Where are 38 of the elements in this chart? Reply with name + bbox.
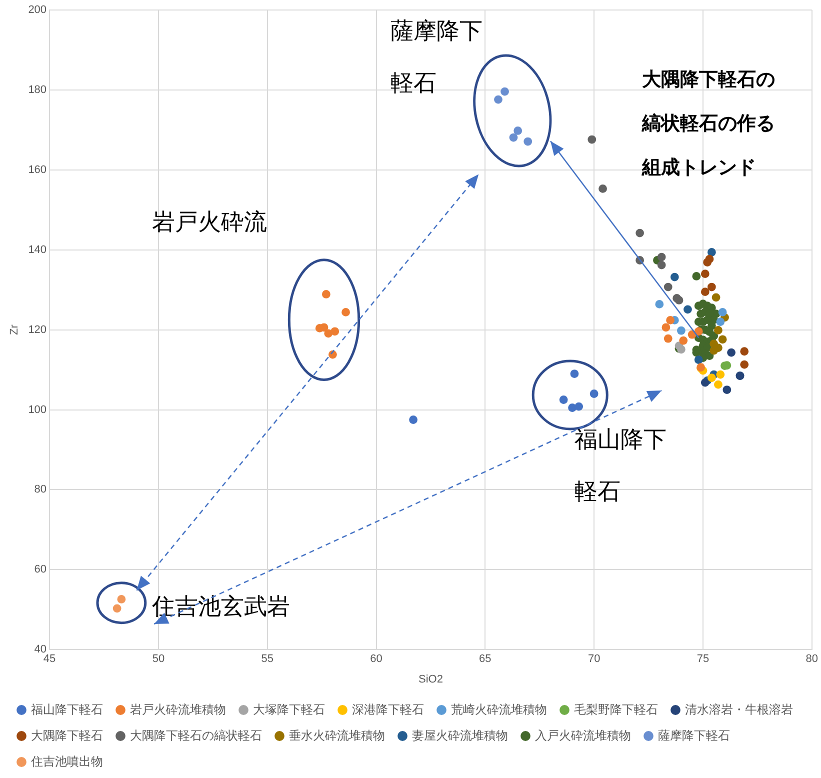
legend-label: 入戸火砕流堆積物 xyxy=(535,728,631,742)
legend-label: 薩摩降下軽石 xyxy=(658,728,730,742)
x-tick-label: 70 xyxy=(588,653,600,666)
y-tick-label: 140 xyxy=(28,244,47,256)
annotation: 住吉池玄武岩 xyxy=(150,594,290,620)
legend-label: 清水溶岩・牛根溶岩 xyxy=(685,702,793,716)
x-tick-label: 75 xyxy=(696,653,710,666)
legend-label: 大隅降下軽石 xyxy=(31,728,103,742)
legend-label: 福山降下軽石 xyxy=(31,702,103,716)
x-tick-label: 50 xyxy=(152,653,165,666)
x-tick-label: 65 xyxy=(479,653,492,666)
y-tick-label: 160 xyxy=(28,164,47,176)
legend-label: 妻屋火砕流堆積物 xyxy=(412,728,508,742)
x-tick-label: 55 xyxy=(261,653,274,666)
annotation: 大隅降下軽石の縞状軽石の作る組成トレンド xyxy=(640,68,775,179)
legend-label: 深港降下軽石 xyxy=(352,702,424,716)
y-tick-label: 60 xyxy=(34,564,47,576)
y-tick-label: 120 xyxy=(28,324,47,336)
x-axis-title: SiO2 xyxy=(418,673,443,686)
y-tick-label: 200 xyxy=(28,4,47,16)
x-tick-label: 60 xyxy=(370,653,382,666)
legend-label: 住吉池噴出物 xyxy=(30,754,103,768)
x-tick-label: 45 xyxy=(43,653,56,666)
y-tick-label: 80 xyxy=(34,484,47,496)
annotation: 岩戸火砕流 xyxy=(152,209,267,236)
y-tick-label: 40 xyxy=(34,644,47,656)
legend-label: 毛梨野降下軽石 xyxy=(574,702,658,716)
annotation: 福山降下軽石 xyxy=(574,427,666,506)
y-tick-label: 180 xyxy=(28,84,47,96)
y-axis-title: Zr xyxy=(8,324,21,335)
legend-label: 垂水火砕流堆積物 xyxy=(289,728,385,742)
legend-label: 荒崎火砕流堆積物 xyxy=(451,702,547,716)
y-tick-label: 100 xyxy=(28,404,47,416)
legend-label: 岩戸火砕流堆積物 xyxy=(130,702,226,716)
annotation: 薩摩降下軽石 xyxy=(390,18,482,97)
legend-label: 大塚降下軽石 xyxy=(253,702,325,716)
x-tick-label: 80 xyxy=(806,653,818,666)
legend-label: 大隅降下軽石の縞状軽石 xyxy=(130,728,262,742)
